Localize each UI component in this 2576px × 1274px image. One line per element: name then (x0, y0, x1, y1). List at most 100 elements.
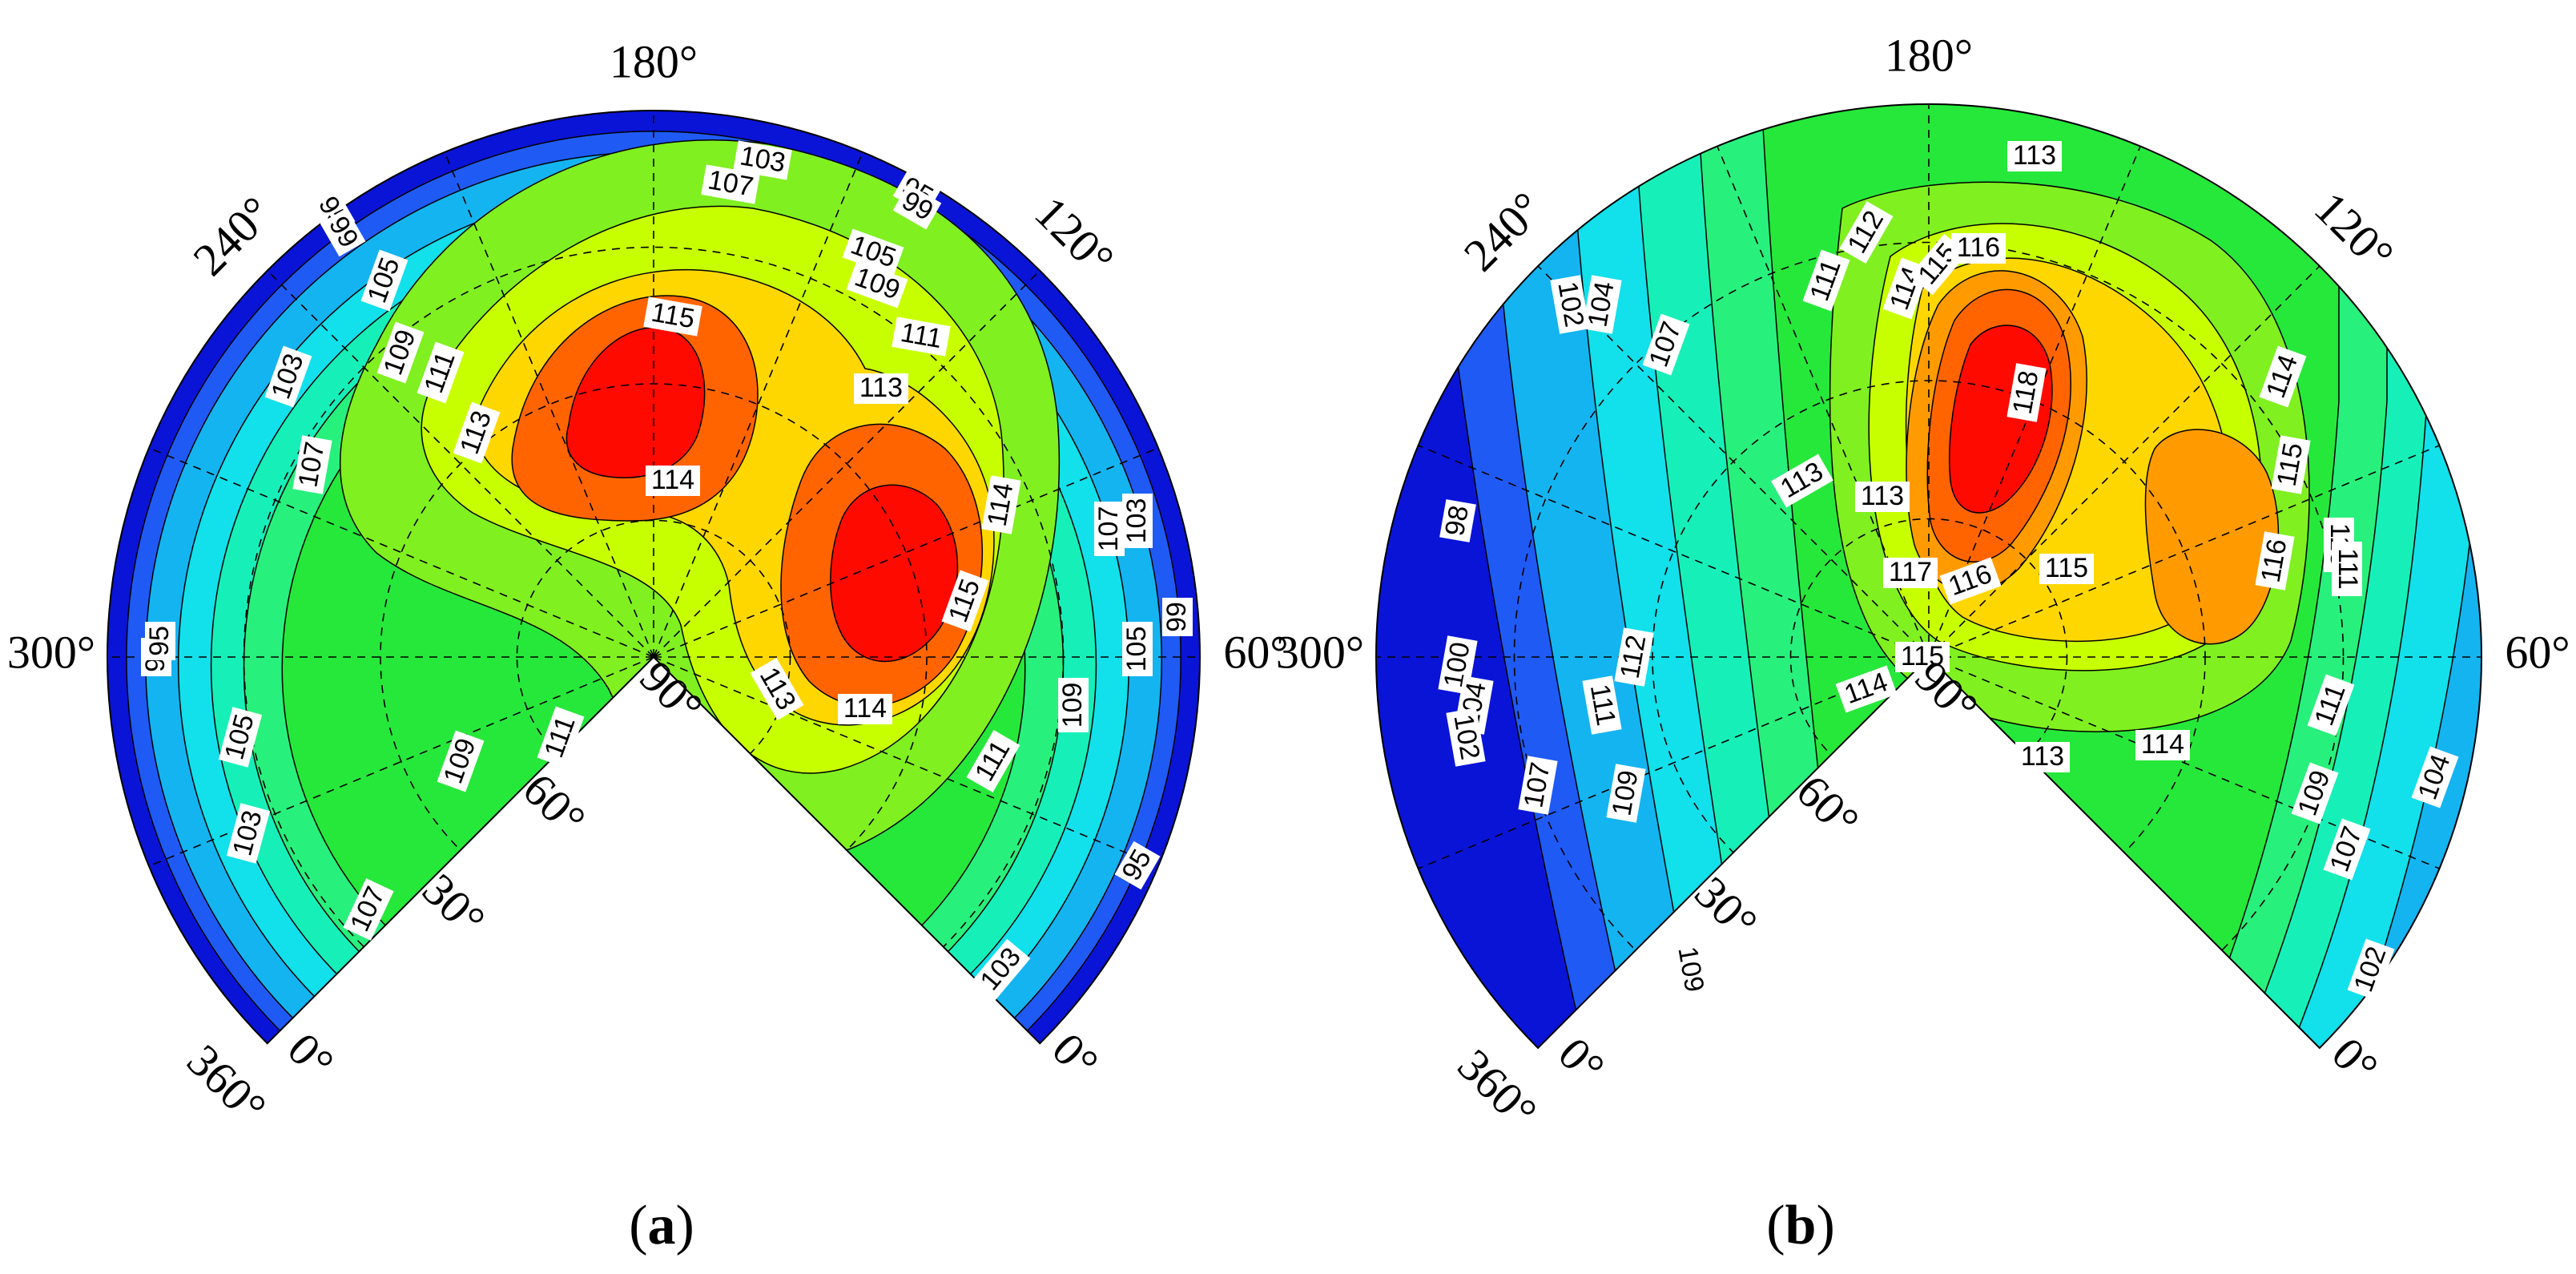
contour-label-bg (2007, 141, 2062, 171)
contour-label: 115 (2039, 553, 2094, 584)
angle-label-0-left: 0° (1548, 1027, 1615, 1094)
plot-a-outline (107, 110, 1201, 1045)
contour-label-bg (701, 164, 760, 204)
contour-label-bg (2259, 345, 2307, 408)
angle-label-300: 300° (1276, 626, 1364, 678)
contour-label: 113 (1855, 481, 1910, 512)
contour-label-bg (1835, 665, 1898, 713)
contour-label-text: 114 (2141, 729, 2184, 760)
contour-label-bg (264, 345, 312, 408)
contour-label: 113 (2007, 140, 2062, 171)
grid-radial (148, 656, 654, 867)
contour-label: 109 (1670, 940, 1710, 999)
contour-label: 107 (1093, 502, 1125, 556)
angle-label-360: 360° (1448, 1039, 1548, 1139)
contour-label-bg (437, 730, 485, 792)
contour-label: 98 (1439, 499, 1476, 542)
contour-label: 114 (838, 693, 892, 724)
contour-label-text: 116 (1957, 232, 2000, 263)
angle-label-180: 180° (610, 35, 698, 87)
contour-label: 117 (1883, 557, 1938, 588)
grid-ring (380, 383, 928, 931)
contour-label-bg (1606, 764, 1646, 823)
panel-caption-b: (b) (1766, 1195, 1835, 1256)
contour-label-bg (2307, 674, 2355, 736)
contour-label: 116 (2255, 531, 2295, 591)
contour-label-bg (1550, 275, 1590, 334)
contour-label-bg (2332, 542, 2362, 596)
contour-label-bg (2291, 762, 2339, 824)
contour-label-text: 118 (2007, 369, 2045, 417)
grid-radial (653, 151, 863, 658)
contour-label-bg (1122, 494, 1153, 548)
contour-label: 103 (733, 140, 792, 180)
contour-label-bg (1446, 708, 1486, 767)
contour-label-bg (1114, 841, 1161, 890)
contour-label-text: 113 (2021, 741, 2064, 772)
contour-label-bg (1951, 233, 2006, 264)
contour-label-bg (1058, 678, 1089, 732)
contour-label: 103 (1121, 494, 1153, 548)
contour-label-bg (2039, 554, 2094, 584)
contour-label: 111 (892, 316, 951, 357)
contour-label-bg (1802, 249, 1850, 312)
contour-label-bg (1883, 558, 1938, 588)
contour-label: 107 (292, 435, 332, 494)
contour-label-text: 95 (144, 626, 175, 656)
contour-label-bg (226, 803, 271, 864)
contour-band (566, 327, 706, 478)
contour-label-text: 109 (1057, 683, 1088, 728)
contour-label: 95 (144, 622, 175, 660)
contour-label-bg (846, 260, 908, 308)
contour-label: 111 (1582, 675, 1622, 735)
contour-label-text: 98 (1439, 503, 1475, 538)
grid-radial (1928, 445, 2440, 658)
grid-radial (1418, 445, 1930, 658)
contour-label-bg (750, 658, 804, 720)
contour-label: 107 (701, 164, 760, 204)
contour-label: 104 (1582, 275, 1622, 334)
contour-label-bg (838, 694, 892, 724)
contour-label-bg (892, 316, 951, 357)
plot-b-outline (1375, 103, 2482, 1050)
contour-label: 114 (2135, 729, 2190, 760)
contour-label-bg (1771, 454, 1833, 508)
contour-label-bg (1642, 313, 1690, 376)
contour-label-bg (892, 183, 942, 230)
contour-label-text: 115 (2272, 441, 2309, 489)
angle-label-60-outer: 60° (2505, 626, 2570, 678)
contour-label-text: 115 (2045, 553, 2088, 583)
contour-label-text: 111 (2332, 548, 2363, 590)
contour-label: 118 (2006, 363, 2047, 422)
contour-label-bg (1582, 675, 1622, 735)
contour-label-bg (733, 140, 792, 180)
contour-label-bg (854, 373, 908, 404)
contour-label-text: 114 (982, 481, 1020, 529)
contour-labels-a: 9599103105103959910710510911111311511411… (140, 140, 1193, 1001)
contour-label: 107 (1518, 756, 1558, 815)
grid-radial (267, 270, 654, 658)
contour-label-bg (842, 228, 904, 276)
contour-label-bg (2015, 742, 2070, 772)
contour-label-bg (941, 570, 989, 632)
contour-label: 109 (1057, 678, 1089, 732)
contour-label-bg (1582, 275, 1622, 334)
grid-radial (653, 447, 1159, 658)
grid-radial (148, 447, 654, 658)
contour-label-bg (1670, 940, 1710, 999)
angle-label-360: 360° (177, 1034, 276, 1134)
contour-label-text: 113 (2013, 140, 2056, 171)
angle-label-0-right: 0° (2322, 1027, 2389, 1094)
contour-label: 114 (646, 465, 700, 496)
contour-label-bg (646, 466, 700, 496)
angle-label-0-right: 0° (1042, 1022, 1109, 1089)
contour-label-bg (1855, 482, 1910, 512)
contour-label-text: 105 (1121, 627, 1152, 672)
contour-label: 114 (981, 475, 1021, 534)
grid-radial (653, 656, 1159, 867)
contour-label-bg (320, 208, 366, 257)
contour-plot-a: 9599103105103959910710510911111311511411… (7, 35, 1289, 1256)
angle-label-60-outer: 60° (1223, 626, 1288, 678)
contour-label-bg (1162, 598, 1193, 636)
